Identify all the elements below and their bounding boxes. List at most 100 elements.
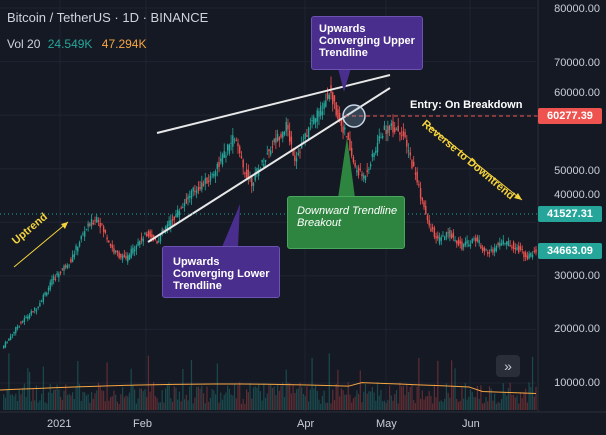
reverse-arrow	[427, 124, 523, 201]
candle-body	[245, 169, 248, 179]
level-price-tag: 41527.31	[538, 206, 602, 222]
volume-bar	[147, 355, 150, 410]
volume-bar	[495, 403, 497, 410]
candle-body	[63, 265, 65, 271]
volume-bar	[483, 402, 485, 410]
chart-title: Bitcoin / TetherUS · 1D · BINANCE	[7, 10, 209, 25]
candle-body	[163, 230, 165, 232]
volume-bar	[282, 382, 284, 410]
volume-bar	[244, 403, 246, 410]
candle-body	[333, 95, 336, 102]
volume-bar	[75, 386, 77, 410]
volume-bar	[506, 396, 508, 410]
candle-body	[371, 153, 374, 157]
candle-body	[158, 241, 160, 243]
volume-bar	[254, 386, 256, 410]
volume-bar	[330, 403, 332, 410]
candle-body	[349, 138, 351, 151]
candle-body	[338, 112, 341, 121]
volume-bar	[313, 388, 315, 410]
double-chevron-right-icon[interactable]: »	[496, 355, 520, 377]
candle-body	[164, 226, 167, 230]
volume-bar	[373, 392, 375, 410]
volume-bar	[146, 397, 148, 410]
candle-body	[28, 315, 31, 319]
volume-bar	[461, 387, 463, 410]
volume-bar	[418, 357, 420, 410]
volume-bar	[61, 399, 63, 410]
volume-bar	[130, 368, 132, 410]
candle-body	[290, 136, 293, 145]
candle-body	[466, 240, 468, 244]
candle-body	[399, 132, 401, 135]
candle-body	[152, 234, 155, 238]
volume-bar	[80, 401, 82, 410]
candles	[3, 76, 537, 349]
volume-bar	[357, 394, 360, 410]
volume-bar	[311, 357, 313, 410]
volume-bar	[104, 401, 106, 410]
volume-bar	[263, 383, 265, 410]
candle-body	[457, 239, 460, 246]
candle-body	[242, 159, 244, 168]
volume-bar	[25, 396, 27, 410]
volume-bar	[478, 398, 480, 410]
candle-body	[528, 253, 530, 259]
candle-body	[361, 173, 363, 177]
volume-bar	[49, 384, 51, 410]
candle-body	[514, 247, 517, 250]
candle-body	[449, 230, 451, 237]
volume-bar	[92, 398, 94, 410]
volume-bar	[383, 400, 386, 410]
volume-bar	[101, 390, 103, 410]
candle-body	[230, 142, 232, 144]
lower-trendline-text: Upwards Converging Lower Trendline	[173, 256, 270, 292]
candle-body	[178, 211, 181, 216]
candle-body	[66, 265, 69, 268]
candle-body	[376, 142, 379, 153]
candle-body	[35, 310, 38, 312]
candle-body	[46, 292, 48, 296]
volume-bar	[339, 396, 341, 410]
candle-body	[387, 126, 389, 134]
volume-bar	[475, 397, 477, 410]
volume-bar	[151, 385, 153, 410]
candle-body	[83, 231, 86, 237]
candle-body	[39, 303, 41, 307]
candle-body	[135, 245, 138, 250]
candle-body	[368, 169, 370, 171]
candle-body	[232, 135, 234, 147]
candle-body	[104, 229, 107, 233]
candle-body	[125, 256, 127, 259]
price-tick-20000: 20000.00	[554, 323, 600, 335]
volume-bar	[10, 394, 12, 410]
volume-bar	[22, 387, 24, 410]
volume-bar	[183, 399, 186, 410]
volume-bar	[411, 384, 413, 410]
volume-bar	[246, 389, 248, 410]
candle-body	[299, 151, 301, 153]
volume-bar	[494, 393, 496, 410]
candle-body	[94, 220, 96, 222]
candle-body	[132, 247, 134, 254]
volume-bar	[218, 402, 220, 410]
volume-bar	[73, 398, 75, 410]
volume-bar	[487, 401, 489, 410]
volume-bar	[16, 401, 19, 410]
price-tick-80000: 80000.00	[554, 3, 600, 15]
candle-body	[13, 331, 15, 334]
candle-body	[30, 311, 32, 315]
candle-body	[133, 249, 136, 252]
candle-body	[137, 241, 139, 246]
volume-bar	[301, 387, 303, 410]
volume-bar	[89, 402, 91, 410]
volume-bar	[333, 400, 336, 410]
volume-bar	[152, 382, 155, 410]
volume-bar	[208, 401, 210, 410]
candle-body	[487, 252, 489, 254]
candle-body	[113, 248, 115, 254]
candle-body	[111, 245, 113, 249]
candle-body	[402, 131, 405, 136]
volume-bar	[277, 384, 279, 410]
volume-bar	[347, 382, 349, 410]
